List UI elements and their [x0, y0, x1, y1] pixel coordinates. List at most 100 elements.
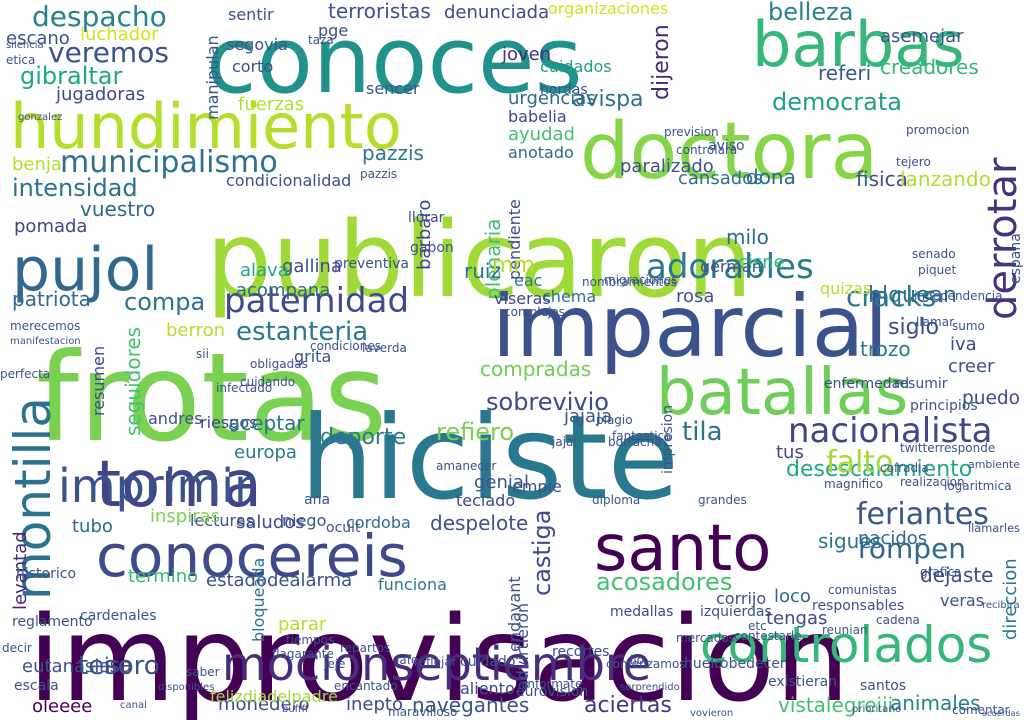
word-cracks: cracks	[846, 280, 936, 313]
word-comentar: comentar	[952, 703, 1010, 717]
word-empie: empie	[512, 477, 562, 496]
word-joven: joven	[501, 44, 551, 65]
word-milo: milo	[726, 225, 769, 249]
word-puedo: puedo	[962, 388, 1020, 409]
word-barbas: barbas	[752, 8, 965, 81]
word-quizas: quizas	[820, 279, 871, 298]
word-ruiz: ruiz	[464, 259, 501, 283]
word-sobrevivio: sobrevivio	[486, 388, 609, 416]
word-nacidos: nacidos	[858, 528, 927, 549]
word-pge: pge	[318, 21, 348, 40]
word-animales: animales	[890, 691, 981, 715]
word-iva: iva	[950, 334, 977, 355]
word-grafica: grafica	[920, 565, 961, 579]
word-gallina: gallina	[282, 256, 342, 277]
word-derrotar: derrotar	[980, 157, 1024, 320]
word-principios: principios	[910, 398, 978, 414]
word-rompen: rompen	[858, 532, 966, 565]
word-santos: santos	[860, 678, 906, 694]
word-prioritario: prioritario	[852, 704, 901, 715]
word-terroristas: terroristas	[328, 0, 431, 23]
word-estadodealarma: estadodealarma	[206, 570, 352, 591]
word-eac: eac	[514, 271, 542, 290]
word-saludos: saludos	[236, 512, 305, 533]
word-etc: etc	[748, 619, 767, 633]
word-hiciste: hiciste	[300, 391, 679, 526]
word-enfermedad: enfermedad	[824, 376, 909, 392]
word-flagarante: flagarante	[272, 647, 334, 661]
word-montilla: montilla	[4, 397, 62, 600]
word-maravilloso: maravilloso	[388, 705, 457, 719]
word-obedecer: obedecer	[720, 656, 786, 672]
word-alava: alava	[240, 260, 289, 281]
word-sentir: sentir	[228, 5, 274, 24]
word-direccion: direccion	[1000, 558, 1021, 640]
word-lecturas: lecturas	[190, 511, 254, 530]
word-segovia: segovia	[226, 35, 288, 54]
word-levantad: levantad	[10, 531, 31, 610]
word-mm: mm	[492, 253, 535, 278]
word-deporte: deporte	[320, 425, 406, 450]
word-urgencias: urgencias	[508, 88, 596, 109]
word-ana: ana	[304, 492, 330, 508]
word-grandes: grandes	[698, 493, 747, 507]
word-german: german	[700, 257, 762, 276]
word-publicaron: publicaron	[206, 199, 753, 321]
word-gibraltar: gibraltar	[20, 62, 122, 90]
word-imparcial: imparcial	[492, 277, 888, 377]
word-denunciada: denunciada	[444, 2, 549, 23]
word-hordas: hordas	[540, 82, 588, 98]
word-falto: falto	[826, 445, 893, 480]
word-piquet: piquet	[918, 263, 957, 277]
word-riesgos: riesgos	[200, 413, 257, 432]
word-infectado: infectado	[216, 381, 272, 395]
word-isa: isa	[104, 653, 132, 677]
word-plagio: plagio	[596, 413, 633, 427]
word-escala: escala	[14, 678, 59, 694]
word-compradas: compradas	[480, 357, 591, 381]
word-veras: veras	[940, 591, 984, 610]
word-comenzamos: comenzamos	[606, 657, 686, 671]
word-felizdiadelpadre: felizdiadelpadre	[210, 687, 338, 706]
word-disponibles: disponibles	[158, 682, 214, 693]
word-laverda: laverda	[362, 341, 407, 355]
word-referi: referi	[818, 61, 871, 85]
word-reglamento: reglamento	[12, 614, 93, 630]
word-escano: escano	[6, 28, 70, 49]
word-grita: grita	[294, 347, 331, 366]
word-conocereis: conocereis	[96, 522, 408, 590]
word-corto: corto	[232, 57, 273, 76]
word-logaritmica: logaritmica	[944, 479, 1012, 493]
word-belleza: belleza	[768, 0, 853, 26]
word-pazzis: pazzis	[360, 167, 397, 181]
word-intensidad: intensidad	[12, 174, 138, 202]
word-reflejar: reflejar	[414, 655, 457, 669]
word-endavant: endavant	[505, 576, 524, 652]
word-merecemos: merecemos	[10, 319, 80, 333]
word-jafe: jafe	[395, 653, 418, 667]
word-espana: espana	[1008, 233, 1024, 284]
word-condiciones: condiciones	[310, 339, 381, 353]
word-amanecer: amanecer	[436, 459, 496, 473]
word-tiempos: tiempos	[286, 633, 334, 647]
word-eurovision: eurovision	[516, 684, 588, 700]
word-teclado: teclado	[456, 491, 515, 510]
word-comunistas: comunistas	[828, 583, 897, 597]
word-controlados: controlados	[700, 616, 992, 674]
word-acosadores: acosadores	[596, 568, 732, 596]
word-jajaja: jajaja	[563, 406, 612, 427]
word-realizacion: realizacion	[900, 475, 965, 489]
word-informate: informate	[524, 677, 582, 691]
word-cofradia: cofradia	[880, 461, 929, 475]
word-monedero: monedero	[218, 694, 310, 715]
word-izquierdas: izquierdas	[700, 604, 772, 620]
word-manipulan: manipulan	[203, 35, 222, 120]
word-twitterresponde: twitterresponde	[900, 441, 995, 455]
word-castiga: castiga	[528, 510, 556, 596]
word-pomada: pomada	[14, 216, 87, 237]
word-tejero: tejero	[896, 155, 931, 169]
word-controlara: controlara	[676, 143, 737, 157]
word-jugadoras: jugadoras	[55, 84, 145, 105]
word-corrijo: corrijo	[716, 589, 766, 608]
